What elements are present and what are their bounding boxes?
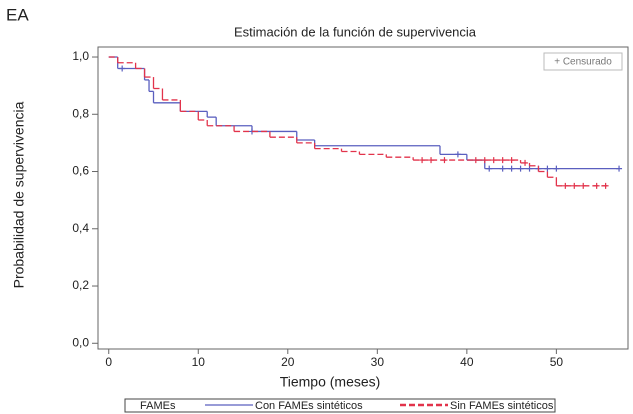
censor-mark — [616, 165, 623, 172]
censor-mark — [441, 157, 448, 164]
y-tick-label: 0,4 — [72, 221, 89, 235]
legend-box — [124, 398, 556, 413]
legend-label: Con FAMEs sintéticos — [255, 400, 363, 412]
censor-mark — [119, 65, 126, 72]
censor-mark — [517, 165, 524, 172]
legend-title: FAMEs — [140, 400, 176, 412]
y-axis-label: Probabilidad de supervivencia — [11, 101, 27, 288]
x-tick-label: 30 — [371, 355, 385, 369]
censor-mark — [580, 182, 587, 189]
y-tick-label: 0,2 — [72, 278, 89, 292]
y-tick-label: 0,0 — [72, 335, 89, 349]
censor-mark — [508, 157, 515, 164]
censor-mark — [419, 157, 426, 164]
censor-mark — [526, 165, 533, 172]
x-tick-label: 50 — [550, 355, 564, 369]
censor-mark — [553, 165, 560, 172]
y-tick-label: 0,6 — [72, 164, 89, 178]
x-tick-label: 10 — [192, 355, 206, 369]
panel-label: EA — [6, 5, 29, 24]
censor-mark — [499, 165, 506, 172]
y-tick-label: 0,8 — [72, 106, 89, 120]
censor-mark — [593, 182, 600, 189]
y-tick-label: 1,0 — [72, 49, 89, 63]
censor-mark — [486, 165, 493, 172]
censor-mark — [508, 165, 515, 172]
x-tick-label: 20 — [281, 355, 295, 369]
censor-mark — [571, 182, 578, 189]
censor-mark — [602, 182, 609, 189]
censor-mark — [428, 157, 435, 164]
censor-mark — [490, 157, 497, 164]
censor-mark — [544, 165, 551, 172]
chart-title: Estimación de la función de supervivenci… — [234, 24, 477, 39]
censor-label: + Censurado — [554, 57, 612, 68]
censor-mark — [522, 159, 529, 166]
censor-box — [543, 52, 623, 71]
legend-label: Sin FAMEs sintéticos — [450, 400, 554, 412]
plot-frame — [97, 46, 629, 350]
censor-mark — [499, 157, 506, 164]
censor-mark — [481, 157, 488, 164]
censor-mark — [562, 182, 569, 189]
censor-mark — [454, 151, 461, 158]
censor-mark — [472, 157, 479, 164]
x-axis-label: Tiempo (meses) — [280, 374, 381, 390]
x-tick-label: 0 — [105, 355, 112, 369]
x-tick-label: 40 — [460, 355, 474, 369]
